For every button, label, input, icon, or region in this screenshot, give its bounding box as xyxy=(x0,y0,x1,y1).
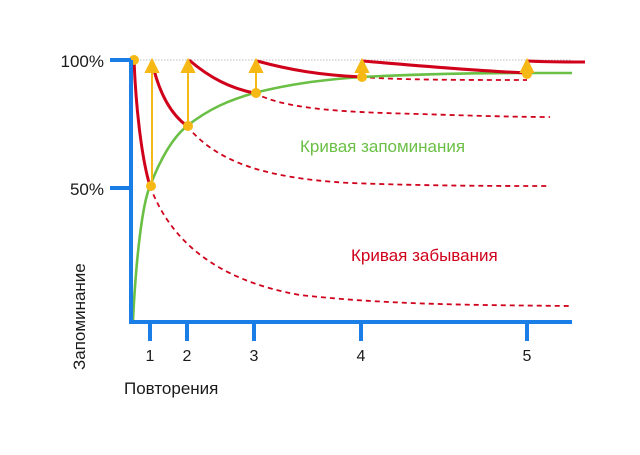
retention-curve xyxy=(131,71,572,321)
forgetting-solid-curves xyxy=(132,58,586,187)
y-tick-100: 100% xyxy=(60,52,104,71)
y-tick-50: 50% xyxy=(69,180,104,199)
repetition-points xyxy=(129,55,532,191)
repetition-arrows xyxy=(144,57,535,186)
x-tick-3: 3 xyxy=(249,348,259,365)
x-tick-1: 1 xyxy=(145,348,155,365)
x-axis-label: Повторения xyxy=(124,379,219,398)
retention-curve-label: Кривая запоминания xyxy=(300,137,466,156)
x-tick-4: 4 xyxy=(356,348,366,365)
x-tick-2: 2 xyxy=(182,348,192,365)
x-tick-5: 5 xyxy=(522,348,532,365)
forgetting-curve-label: Кривая забывания xyxy=(351,246,498,265)
y-axis-label: Запоминание xyxy=(70,263,89,370)
axes xyxy=(110,58,572,341)
